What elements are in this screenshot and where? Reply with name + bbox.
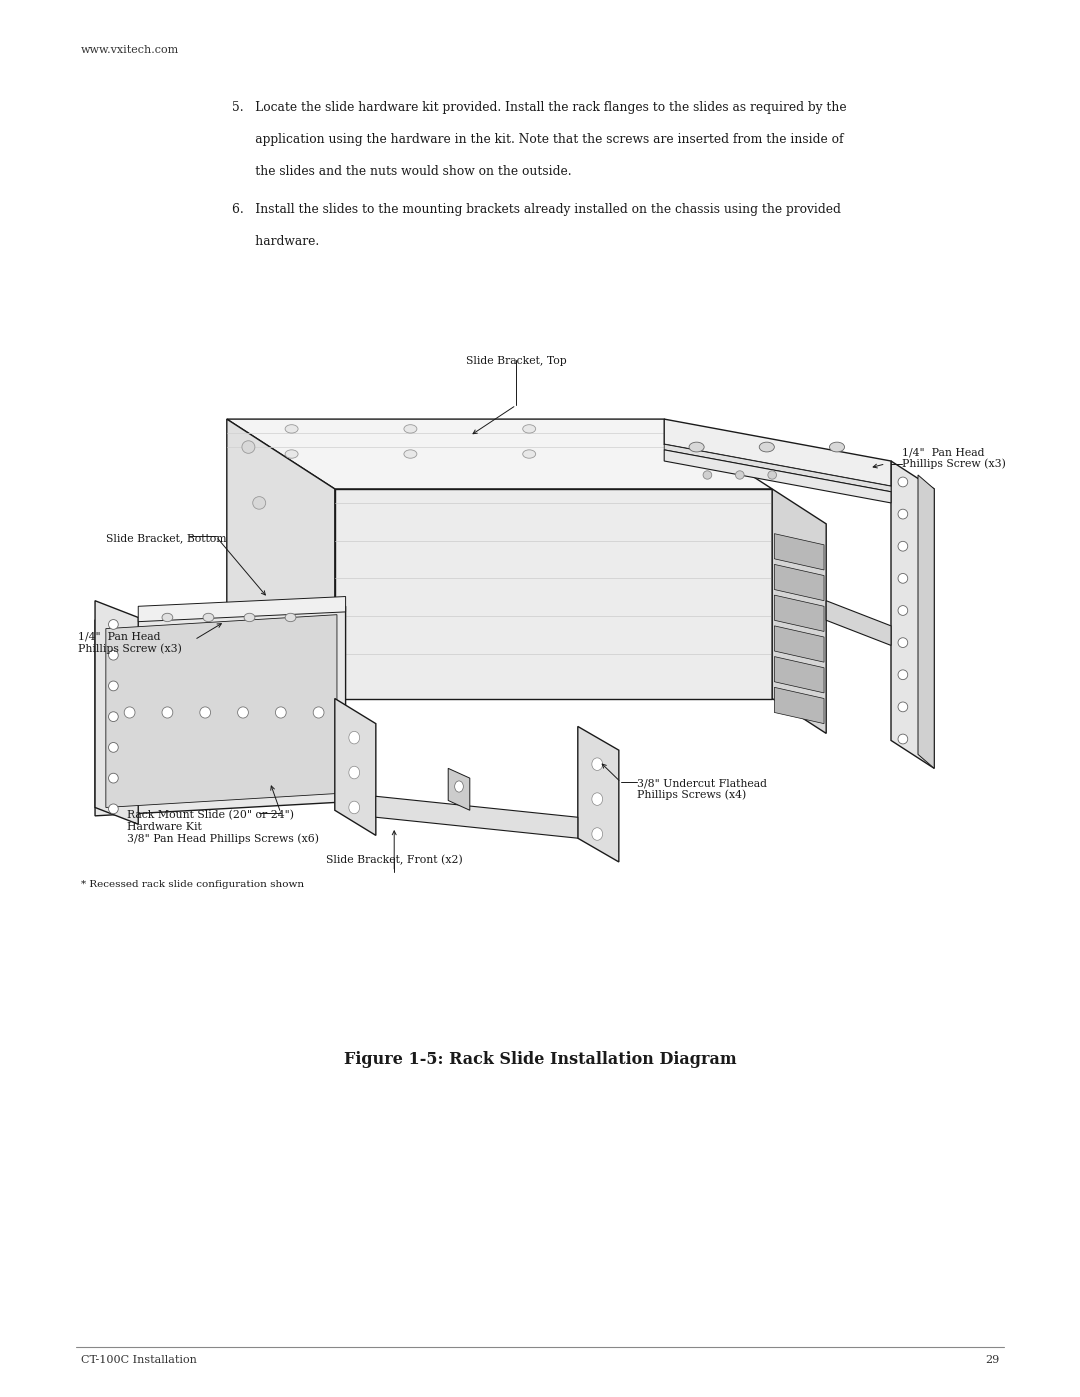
- Ellipse shape: [253, 496, 266, 510]
- Text: 29: 29: [985, 1355, 999, 1365]
- Text: hardware.: hardware.: [232, 235, 320, 247]
- Ellipse shape: [285, 450, 298, 458]
- Ellipse shape: [108, 651, 119, 661]
- Ellipse shape: [285, 613, 296, 622]
- Ellipse shape: [689, 441, 704, 453]
- Polygon shape: [891, 461, 934, 768]
- Text: the slides and the nuts would show on the outside.: the slides and the nuts would show on th…: [232, 165, 571, 177]
- Ellipse shape: [162, 707, 173, 718]
- Ellipse shape: [899, 476, 907, 486]
- Ellipse shape: [108, 711, 119, 721]
- Ellipse shape: [899, 637, 907, 648]
- Ellipse shape: [108, 620, 119, 629]
- Ellipse shape: [523, 450, 536, 458]
- Ellipse shape: [404, 450, 417, 458]
- Ellipse shape: [349, 732, 360, 745]
- Ellipse shape: [592, 827, 603, 841]
- Polygon shape: [774, 534, 824, 570]
- Polygon shape: [578, 726, 619, 862]
- Polygon shape: [376, 796, 578, 838]
- Ellipse shape: [899, 605, 907, 615]
- Ellipse shape: [238, 707, 248, 718]
- Polygon shape: [664, 419, 891, 486]
- Text: application using the hardware in the kit. Note that the screws are inserted fro: application using the hardware in the ki…: [232, 133, 843, 145]
- Ellipse shape: [455, 781, 463, 792]
- Text: Slide Bracket, Front (x2): Slide Bracket, Front (x2): [326, 855, 462, 865]
- Text: www.vxitech.com: www.vxitech.com: [81, 45, 179, 54]
- Ellipse shape: [313, 707, 324, 718]
- Ellipse shape: [523, 425, 536, 433]
- Ellipse shape: [404, 425, 417, 433]
- Ellipse shape: [768, 471, 777, 479]
- Ellipse shape: [242, 441, 255, 454]
- Ellipse shape: [244, 613, 255, 622]
- Ellipse shape: [703, 471, 712, 479]
- Ellipse shape: [275, 707, 286, 718]
- Ellipse shape: [203, 613, 214, 622]
- Ellipse shape: [899, 671, 907, 680]
- Polygon shape: [774, 595, 824, 631]
- Text: Slide Bracket, Bottom: Slide Bracket, Bottom: [106, 534, 227, 543]
- Polygon shape: [774, 687, 824, 724]
- Text: * Recessed rack slide configuration shown: * Recessed rack slide configuration show…: [81, 880, 305, 888]
- Ellipse shape: [899, 510, 907, 520]
- Polygon shape: [335, 698, 376, 835]
- Polygon shape: [138, 597, 346, 622]
- Ellipse shape: [592, 793, 603, 805]
- Ellipse shape: [759, 441, 774, 453]
- Text: 5.   Locate the slide hardware kit provided. Install the rack flanges to the sli: 5. Locate the slide hardware kit provide…: [232, 101, 847, 113]
- Text: 1/4"  Pan Head
Phillips Screw (x3): 1/4" Pan Head Phillips Screw (x3): [902, 447, 1005, 469]
- Ellipse shape: [829, 441, 845, 453]
- Ellipse shape: [285, 425, 298, 433]
- Polygon shape: [918, 475, 934, 768]
- Text: 3/8" Undercut Flathead
Phillips Screws (x4): 3/8" Undercut Flathead Phillips Screws (…: [637, 778, 767, 800]
- Ellipse shape: [899, 703, 907, 712]
- Ellipse shape: [899, 735, 907, 743]
- Polygon shape: [227, 419, 335, 698]
- Text: 6.   Install the slides to the mounting brackets already installed on the chassi: 6. Install the slides to the mounting br…: [232, 203, 841, 215]
- Polygon shape: [774, 657, 824, 693]
- Text: Rack Mount Slide (20" or 24")
Hardware Kit
3/8" Pan Head Phillips Screws (x6): Rack Mount Slide (20" or 24") Hardware K…: [127, 810, 320, 844]
- Ellipse shape: [349, 802, 360, 813]
- Text: Figure 1-5: Rack Slide Installation Diagram: Figure 1-5: Rack Slide Installation Diag…: [343, 1051, 737, 1067]
- Ellipse shape: [899, 541, 907, 550]
- Ellipse shape: [108, 680, 119, 692]
- Ellipse shape: [200, 707, 211, 718]
- Polygon shape: [664, 444, 891, 492]
- Polygon shape: [826, 601, 891, 645]
- Polygon shape: [664, 450, 891, 503]
- Polygon shape: [772, 489, 826, 733]
- Polygon shape: [448, 768, 470, 810]
- Polygon shape: [774, 564, 824, 601]
- Ellipse shape: [162, 613, 173, 622]
- Text: Slide Bracket, Top: Slide Bracket, Top: [465, 356, 567, 366]
- Polygon shape: [106, 615, 337, 807]
- Polygon shape: [227, 419, 772, 489]
- Polygon shape: [774, 626, 824, 662]
- Ellipse shape: [108, 773, 119, 782]
- Ellipse shape: [592, 757, 603, 771]
- Ellipse shape: [124, 707, 135, 718]
- Ellipse shape: [108, 803, 119, 813]
- Text: 1/4"  Pan Head
Phillips Screw (x3): 1/4" Pan Head Phillips Screw (x3): [78, 631, 181, 654]
- Ellipse shape: [899, 573, 907, 584]
- Ellipse shape: [349, 766, 360, 780]
- Polygon shape: [95, 606, 346, 816]
- Polygon shape: [95, 601, 138, 824]
- Text: CT-100C Installation: CT-100C Installation: [81, 1355, 197, 1365]
- Polygon shape: [335, 489, 772, 698]
- Ellipse shape: [108, 742, 119, 752]
- Ellipse shape: [735, 471, 744, 479]
